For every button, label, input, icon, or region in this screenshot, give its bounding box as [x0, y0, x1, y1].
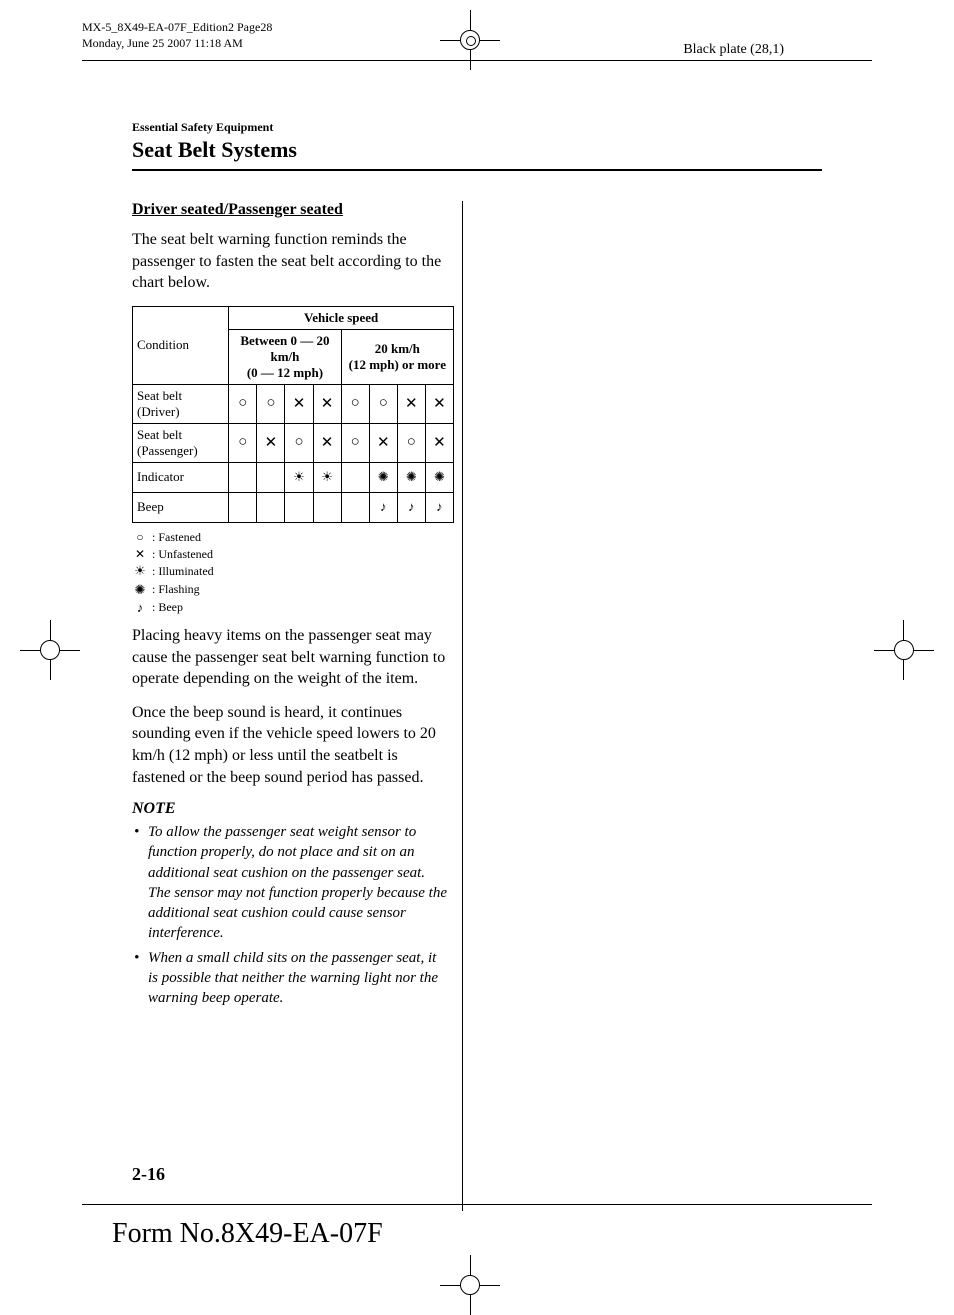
- seatbelt-table: Condition Vehicle speed Between 0 — 20 k…: [132, 306, 454, 523]
- beep-icon: [132, 599, 148, 617]
- table-cell: [257, 423, 285, 462]
- table-cell: [341, 384, 369, 423]
- table-cell: [369, 492, 397, 522]
- legend-flashing: : Flashing: [152, 581, 200, 598]
- crop-mark-top-circle-icon: [460, 30, 480, 50]
- table-cell: [369, 462, 397, 492]
- legend-illuminated: : Illuminated: [152, 563, 214, 580]
- table-cell: [257, 384, 285, 423]
- breadcrumb: Essential Safety Equipment: [132, 120, 822, 135]
- table-cell: [313, 423, 341, 462]
- subheading: Driver seated/Passenger seated: [132, 201, 447, 219]
- table-cell: [285, 384, 313, 423]
- circle-icon: [132, 529, 148, 546]
- form-number: Form No.8X49-EA-07F: [112, 1218, 383, 1250]
- table-cell: [229, 384, 257, 423]
- table-cell: [285, 462, 313, 492]
- paragraph-2: Once the beep sound is heard, it continu…: [132, 702, 447, 788]
- table-cell: [425, 462, 453, 492]
- paragraph-1: Placing heavy items on the passenger sea…: [132, 625, 447, 690]
- table-cell: [425, 384, 453, 423]
- content-area: Essential Safety Equipment Seat Belt Sys…: [132, 120, 822, 1211]
- header-line2: Monday, June 25 2007 11:18 AM: [82, 36, 272, 52]
- table-row: Indicator: [133, 462, 454, 492]
- intro-text: The seat belt warning function reminds t…: [132, 229, 447, 294]
- table-cell: [341, 492, 369, 522]
- table-cell: [341, 423, 369, 462]
- table-cell: [397, 462, 425, 492]
- note-list: To allow the passenger seat weight senso…: [132, 822, 447, 1008]
- left-column: Driver seated/Passenger seated The seat …: [132, 201, 462, 1211]
- row-label: Seat belt (Passenger): [133, 423, 229, 462]
- table-cell: [341, 462, 369, 492]
- th-condition: Condition: [133, 306, 229, 384]
- table-cell: [425, 492, 453, 522]
- th-low-speed: Between 0 — 20 km/h (0 — 12 mph): [229, 329, 341, 384]
- th-vehicle-speed: Vehicle speed: [229, 306, 454, 329]
- page-frame-top: [82, 60, 872, 61]
- table-cell: [229, 423, 257, 462]
- table-cell: [369, 384, 397, 423]
- registration-circle-icon: [894, 640, 914, 660]
- table-cell: [229, 462, 257, 492]
- row-label: Beep: [133, 492, 229, 522]
- th-high-speed: 20 km/h (12 mph) or more: [341, 329, 453, 384]
- page-number: 2-16: [132, 1164, 165, 1185]
- flashing-icon: [132, 581, 148, 599]
- table-cell: [313, 462, 341, 492]
- table-cell: [369, 423, 397, 462]
- black-plate-label: Black plate (28,1): [683, 42, 784, 58]
- title-rule: [132, 169, 822, 171]
- table-cell: [397, 492, 425, 522]
- table-row: Beep: [133, 492, 454, 522]
- legend: : Fastened : Unfastened : Illuminated : …: [132, 529, 447, 617]
- table-cell: [397, 423, 425, 462]
- table-cell: [257, 462, 285, 492]
- table-cell: [285, 492, 313, 522]
- note-item: When a small child sits on the passenger…: [148, 948, 447, 1009]
- table-cell: [229, 492, 257, 522]
- table-cell: [425, 423, 453, 462]
- x-icon: [132, 546, 148, 563]
- note-item: To allow the passenger seat weight senso…: [148, 822, 447, 944]
- page-frame-bottom: [82, 1204, 872, 1205]
- row-label: Seat belt (Driver): [133, 384, 229, 423]
- table-cell: [313, 492, 341, 522]
- header-info: MX-5_8X49-EA-07F_Edition2 Page28 Monday,…: [82, 20, 272, 51]
- note-heading: NOTE: [132, 800, 447, 818]
- table-cell: [397, 384, 425, 423]
- row-label: Indicator: [133, 462, 229, 492]
- column-divider: [462, 201, 463, 1211]
- legend-beep: : Beep: [152, 599, 183, 616]
- table-row: Seat belt (Driver): [133, 384, 454, 423]
- legend-fastened: : Fastened: [152, 529, 201, 546]
- legend-unfastened: : Unfastened: [152, 546, 213, 563]
- table-cell: [257, 492, 285, 522]
- table-row: Seat belt (Passenger): [133, 423, 454, 462]
- illuminated-icon: [132, 562, 148, 580]
- registration-circle-icon: [40, 640, 60, 660]
- registration-circle-icon: [460, 1275, 480, 1295]
- table-cell: [313, 384, 341, 423]
- header-line1: MX-5_8X49-EA-07F_Edition2 Page28: [82, 20, 272, 36]
- section-title: Seat Belt Systems: [132, 137, 822, 169]
- table-cell: [285, 423, 313, 462]
